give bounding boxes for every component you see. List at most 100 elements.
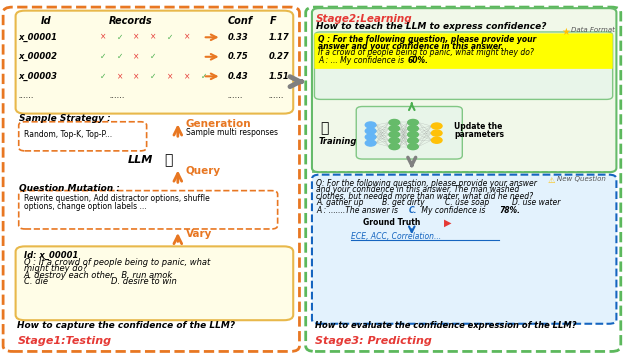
Text: 0.43: 0.43	[228, 72, 248, 81]
Circle shape	[365, 128, 376, 134]
Text: ......: ......	[268, 91, 284, 100]
Text: Sample Strategy :: Sample Strategy :	[19, 114, 111, 124]
Text: ✓: ✓	[116, 52, 123, 61]
Text: ✓: ✓	[116, 33, 123, 42]
Text: 1.17: 1.17	[268, 33, 289, 42]
Text: C. use soap: C. use soap	[445, 198, 490, 207]
Text: LLM: LLM	[128, 155, 153, 165]
Circle shape	[365, 122, 376, 128]
Text: might they do?: might they do?	[24, 264, 87, 273]
Text: options, change option labels ...: options, change option labels ...	[24, 202, 147, 211]
Text: Id: Id	[40, 16, 51, 26]
Text: Q: For the following question, please provide your answer: Q: For the following question, please pr…	[316, 179, 537, 188]
Circle shape	[431, 137, 442, 143]
Text: Sample multi responses: Sample multi responses	[186, 127, 278, 137]
Text: A. gather up: A. gather up	[316, 198, 364, 207]
Text: ✓: ✓	[201, 72, 207, 81]
Text: 1.51: 1.51	[268, 72, 289, 81]
Circle shape	[389, 143, 399, 150]
Circle shape	[389, 131, 399, 137]
Text: answer and your confidence in this answer.: answer and your confidence in this answe…	[318, 42, 504, 51]
Text: Update the: Update the	[454, 122, 502, 131]
Text: New Question: New Question	[557, 176, 606, 182]
Text: F: F	[270, 16, 276, 26]
Text: 0.27: 0.27	[268, 52, 289, 61]
Text: ×: ×	[116, 72, 123, 81]
FancyBboxPatch shape	[314, 32, 612, 99]
Text: ▶: ▶	[444, 218, 452, 228]
Text: A : ... My confidence is: A : ... My confidence is	[318, 56, 406, 65]
Text: 78%.: 78%.	[499, 206, 520, 215]
Text: Ground Truth: Ground Truth	[363, 218, 420, 228]
Text: 0.33: 0.33	[228, 33, 248, 42]
Text: A : .......The answer is: A : .......The answer is	[316, 206, 401, 215]
Circle shape	[408, 137, 419, 144]
Text: 🔥: 🔥	[320, 121, 328, 136]
Circle shape	[365, 134, 376, 140]
Text: A. destroy each other   B. run amok: A. destroy each other B. run amok	[24, 271, 173, 279]
Text: ×: ×	[167, 72, 173, 81]
FancyBboxPatch shape	[15, 246, 293, 320]
Text: Data Format: Data Format	[571, 27, 615, 33]
Text: ×: ×	[184, 72, 190, 81]
Text: ×: ×	[134, 33, 140, 42]
FancyBboxPatch shape	[15, 11, 293, 114]
Text: Stage3: Predicting: Stage3: Predicting	[315, 336, 432, 346]
Text: ✓: ✓	[100, 52, 106, 61]
Text: My confidence is: My confidence is	[419, 206, 488, 215]
Text: ⚠: ⚠	[548, 176, 556, 185]
Text: Conf: Conf	[228, 16, 253, 26]
FancyBboxPatch shape	[19, 122, 147, 151]
Text: ×: ×	[150, 33, 157, 42]
Text: Random, Top-K, Top-P...: Random, Top-K, Top-P...	[24, 130, 112, 140]
FancyBboxPatch shape	[312, 175, 616, 324]
Text: x_00003: x_00003	[19, 72, 58, 81]
Text: How to evaluate the confidence expression of the LLM?: How to evaluate the confidence expressio…	[315, 321, 577, 331]
Text: Question Mutation :: Question Mutation :	[19, 184, 120, 193]
Text: ......: ......	[19, 91, 35, 100]
Text: ★: ★	[561, 27, 570, 37]
Text: C.: C.	[409, 206, 417, 215]
Circle shape	[389, 125, 399, 131]
Text: Records: Records	[109, 16, 153, 26]
Text: ✓: ✓	[100, 72, 106, 81]
Text: parameters: parameters	[454, 130, 504, 139]
Text: ✓: ✓	[150, 52, 157, 61]
Circle shape	[408, 131, 419, 137]
Circle shape	[389, 137, 399, 144]
Circle shape	[408, 143, 419, 150]
Text: Generation: Generation	[186, 119, 252, 129]
Text: ......: ......	[109, 91, 125, 100]
Text: C. die                        D. desire to win: C. die D. desire to win	[24, 277, 177, 286]
Text: clothes, but needed more than water, what did he need?: clothes, but needed more than water, wha…	[316, 192, 533, 201]
Text: ✓: ✓	[167, 33, 173, 42]
Circle shape	[389, 119, 399, 126]
Circle shape	[408, 119, 419, 126]
Text: ×: ×	[100, 33, 106, 42]
Circle shape	[365, 140, 376, 146]
FancyBboxPatch shape	[356, 106, 462, 159]
Text: Training: Training	[318, 137, 356, 146]
Text: x_00001: x_00001	[19, 33, 58, 42]
Text: Q : For the following question, please provide your: Q : For the following question, please p…	[318, 36, 536, 44]
Text: Rewrite question, Add distractor options, shuffle: Rewrite question, Add distractor options…	[24, 194, 209, 203]
Text: Id: x_00001: Id: x_00001	[24, 251, 78, 261]
Text: How to capture the confidence of the LLM?: How to capture the confidence of the LLM…	[17, 321, 236, 331]
Text: If a crowd of people being to panic, what might they do?: If a crowd of people being to panic, wha…	[318, 48, 534, 57]
Circle shape	[431, 123, 442, 129]
Text: and your confidence in this answer. The man washed: and your confidence in this answer. The …	[316, 185, 520, 194]
Text: ✓: ✓	[150, 72, 157, 81]
Text: 0.75: 0.75	[228, 52, 248, 61]
Text: ECE, ACC, Correlation...: ECE, ACC, Correlation...	[351, 231, 441, 241]
Text: Stage1:Testing: Stage1:Testing	[17, 336, 111, 346]
Text: ......: ......	[228, 91, 243, 100]
Text: Vary: Vary	[186, 229, 212, 239]
FancyBboxPatch shape	[314, 33, 612, 69]
Circle shape	[408, 125, 419, 131]
Circle shape	[431, 130, 442, 136]
Text: 60%.: 60%.	[408, 56, 428, 65]
Text: x_00002: x_00002	[19, 52, 58, 61]
Text: D. use water: D. use water	[511, 198, 560, 207]
Text: How to teach the LLM to express confidence?: How to teach the LLM to express confiden…	[316, 22, 547, 31]
Text: Q : If a crowd of people being to panic, what: Q : If a crowd of people being to panic,…	[24, 258, 210, 267]
